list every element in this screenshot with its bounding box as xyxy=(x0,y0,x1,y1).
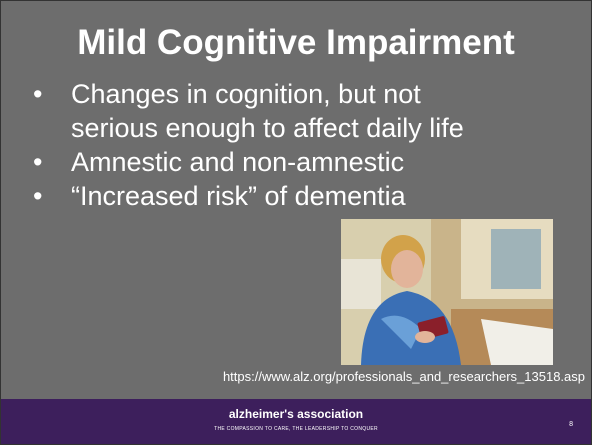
footer-logo: alzheimer's association xyxy=(1,407,591,421)
footer-tagline: THE COMPASSION TO CARE, THE LEADERSHIP T… xyxy=(1,426,591,432)
footer: alzheimer's association THE COMPASSION T… xyxy=(1,399,591,444)
bullet-list: Changes in cognition, but not serious en… xyxy=(31,77,491,213)
slide: Mild Cognitive Impairment Changes in cog… xyxy=(0,0,592,445)
image-caption: https://www.alz.org/professionals_and_re… xyxy=(223,369,585,384)
page: {"slide": {"title": "Mild Cognitive Impa… xyxy=(0,0,592,445)
photo xyxy=(341,219,553,365)
slide-title: Mild Cognitive Impairment xyxy=(1,23,591,63)
bullet: “Increased risk” of dementia xyxy=(31,179,491,213)
bullet: Amnestic and non-amnestic xyxy=(31,145,491,179)
page-number: 8 xyxy=(569,421,573,428)
bullet: Changes in cognition, but not serious en… xyxy=(31,77,491,145)
